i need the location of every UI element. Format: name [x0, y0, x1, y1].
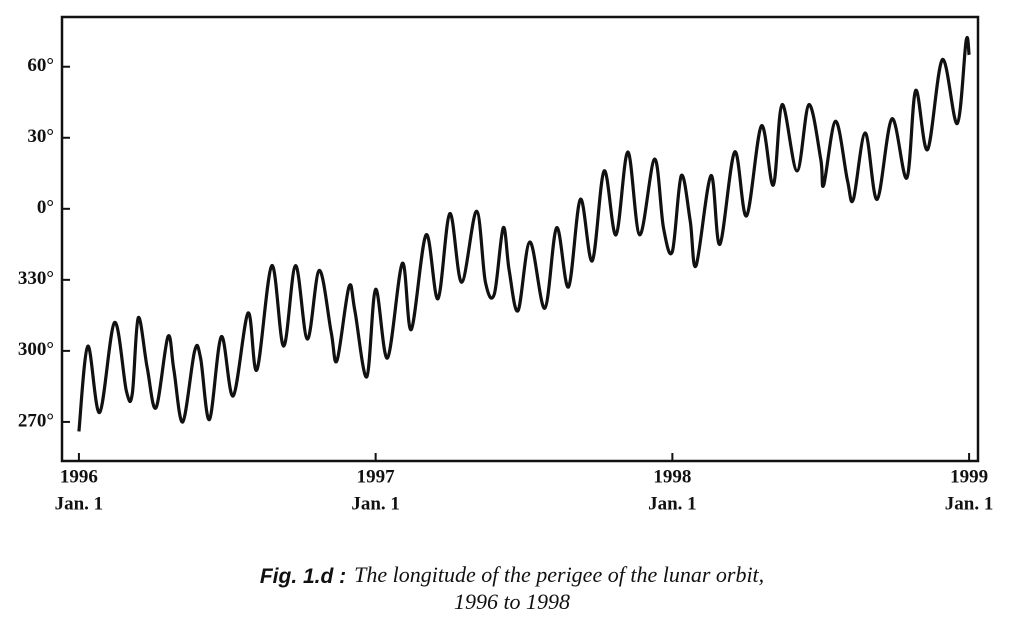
data-line — [77, 36, 971, 432]
x-tick-sublabel: Jan. 1 — [945, 493, 994, 514]
y-tick-label: 270° — [18, 410, 54, 431]
x-tick-label: 1997 — [357, 466, 396, 487]
y-tick-label: 60° — [27, 55, 54, 76]
x-tick-sublabel: Jan. 1 — [648, 493, 697, 514]
x-tick-label: 1998 — [653, 466, 691, 487]
y-tick-label: 330° — [18, 268, 54, 289]
y-tick-label: 0° — [37, 197, 54, 218]
caption: Fig. 1.d : The longitude of the perigee o… — [260, 562, 764, 588]
x-tick-sublabel: Jan. 1 — [351, 493, 400, 514]
y-tick-label: 30° — [27, 126, 54, 147]
plot-frame — [60, 15, 980, 463]
x-tick-sublabel: Jan. 1 — [55, 493, 104, 514]
caption-label: Fig. 1.d : — [260, 565, 346, 588]
x-tick-label: 1996 — [60, 466, 98, 487]
caption-text: The longitude of the perigee of the luna… — [354, 562, 764, 587]
x-tick-label: 1999 — [950, 466, 988, 487]
y-tick-label: 300° — [18, 339, 54, 360]
caption-text: 1996 to 1998 — [454, 589, 570, 614]
